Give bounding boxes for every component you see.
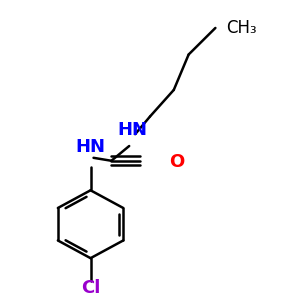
Text: HN: HN [117,121,147,139]
Text: Cl: Cl [81,279,100,297]
Text: HN: HN [76,138,106,156]
Text: CH₃: CH₃ [226,19,256,37]
Text: O: O [169,153,184,171]
